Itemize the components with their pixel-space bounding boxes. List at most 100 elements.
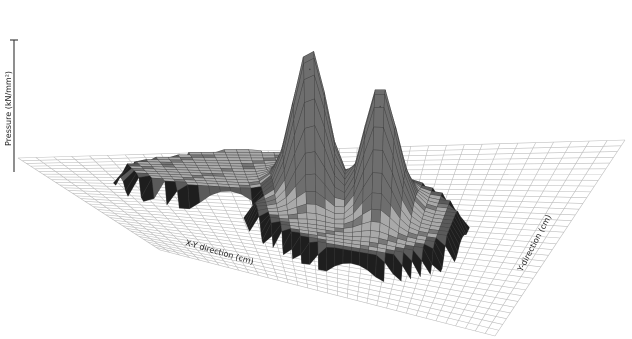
grid-line-v	[159, 249, 496, 337]
surface-cell	[261, 152, 275, 156]
surface-cell	[157, 159, 172, 163]
surface-cell	[303, 74, 315, 103]
surface-cell	[191, 157, 206, 161]
surface-cell	[375, 254, 385, 283]
surface-cell	[304, 125, 316, 154]
grid-line-u	[445, 142, 537, 324]
z-axis-label: Pressure (kN/mm²)	[4, 71, 13, 146]
surface-cell	[177, 154, 193, 158]
surface-cell	[226, 154, 240, 159]
surface-cell	[305, 191, 316, 205]
surface-cell	[392, 253, 403, 282]
y-axis-label: Y-direction (cm)	[515, 213, 553, 274]
surface-cell	[334, 223, 345, 229]
surface-cell	[431, 248, 443, 273]
surface-cell	[198, 185, 211, 203]
surface-cell	[201, 154, 216, 158]
surface-cell	[236, 179, 249, 183]
surface-cell	[370, 221, 381, 232]
surface-cell	[352, 230, 362, 237]
surface-cell	[251, 157, 265, 161]
surface-cell	[228, 160, 242, 164]
surface-cell	[252, 160, 266, 164]
surface-cell	[214, 154, 228, 158]
surface-cell	[151, 177, 165, 200]
surface-cell	[402, 251, 413, 280]
surface-cell	[306, 212, 317, 221]
grid-line-v	[139, 236, 515, 308]
surface-cell	[262, 154, 276, 159]
surface-cell	[215, 157, 229, 161]
grid-line-v	[147, 241, 507, 319]
surface-cell	[304, 98, 315, 129]
grid-line-u	[494, 139, 626, 337]
surface-cell	[342, 248, 352, 264]
surface-cell	[267, 207, 279, 212]
surface-cell	[212, 152, 227, 156]
surface-cell	[334, 206, 345, 214]
grid-line-u	[484, 140, 608, 334]
surface-cell	[223, 149, 238, 153]
surface-cell	[216, 160, 231, 164]
surface-cell	[384, 252, 395, 275]
surface-cell	[235, 176, 248, 181]
surface-cell	[230, 165, 244, 170]
surface-cell	[421, 247, 433, 276]
surface-cell	[370, 208, 381, 223]
grid-line-v	[151, 244, 503, 325]
surface-cell	[248, 149, 262, 153]
surface-cell	[194, 162, 209, 166]
surface-cell	[200, 152, 215, 156]
surface-cell	[227, 157, 241, 161]
surface-cell	[373, 107, 385, 128]
surface-cell	[359, 251, 369, 271]
surface-cell	[334, 213, 345, 220]
surface-cell	[371, 172, 383, 194]
surface-cell	[238, 154, 252, 159]
surface-cell	[237, 182, 250, 186]
surface-cell	[373, 94, 385, 108]
surface-cell	[326, 247, 335, 272]
peak-1	[309, 68, 311, 71]
surface-cell	[305, 151, 316, 175]
surface-cell	[189, 154, 204, 158]
surface-cell	[193, 159, 207, 164]
surface-cell	[236, 149, 250, 153]
grid-line-v	[143, 238, 511, 314]
surface-cell	[237, 152, 251, 156]
surface-cell	[229, 163, 243, 167]
surface-cell	[250, 154, 264, 159]
surface-cell	[372, 126, 384, 151]
grid-line-u	[455, 141, 554, 327]
z-axis	[10, 39, 18, 172]
surface-cell	[239, 157, 253, 161]
surface-cell	[240, 160, 254, 164]
surface-cell	[231, 168, 245, 172]
surface-cell	[224, 152, 239, 156]
surface-cell	[240, 187, 252, 201]
surface-cell	[445, 234, 457, 263]
surface-cell	[219, 186, 232, 192]
surface-cell	[169, 159, 184, 163]
surface-cell	[233, 171, 246, 175]
surface-cell	[206, 162, 220, 166]
grid-line-u	[465, 141, 572, 329]
surface-cell	[188, 152, 203, 156]
surface-cell	[204, 160, 219, 164]
surface-cell	[203, 157, 218, 161]
pressure-peaks	[309, 68, 382, 108]
surface-cell	[361, 230, 371, 238]
surface-cell	[350, 250, 360, 266]
surface-cell	[249, 152, 263, 156]
surface-cell	[367, 253, 377, 278]
grid-line-u	[475, 140, 590, 332]
surface-cell	[374, 89, 386, 95]
grid-line-v	[155, 247, 499, 331]
surface-cell	[242, 166, 256, 170]
surface-cell	[234, 173, 247, 178]
surface-cell	[181, 159, 196, 163]
grid-line-u	[435, 143, 519, 321]
surface-cell	[241, 163, 255, 167]
surface-cell	[371, 192, 382, 211]
